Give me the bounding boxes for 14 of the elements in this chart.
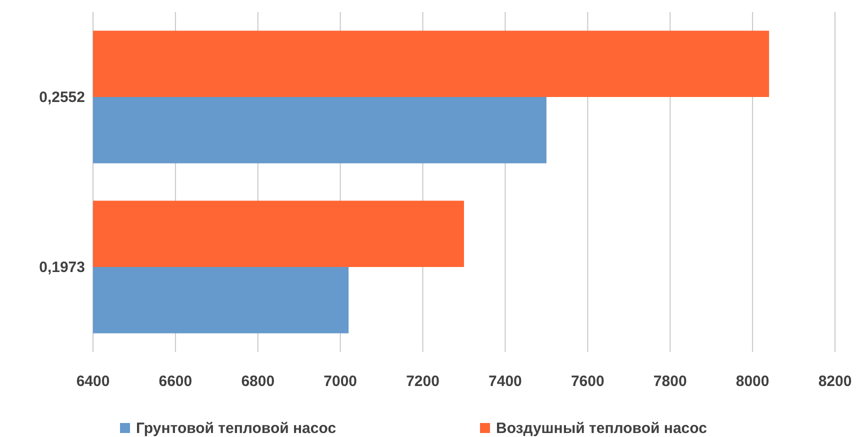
x-tick-label: 7400	[488, 373, 522, 390]
legend-label: Воздушный тепловой насос	[496, 420, 707, 437]
y-tick-label: 0,2552	[39, 89, 85, 106]
x-tick-label: 7800	[653, 373, 687, 390]
x-tick-label: 6600	[158, 373, 192, 390]
x-tick-label: 7600	[570, 373, 604, 390]
x-tick-label: 7200	[406, 373, 440, 390]
y-tick-label: 0,1973	[39, 259, 85, 276]
x-tick-label: 6800	[241, 373, 275, 390]
x-tick-label: 6400	[76, 373, 110, 390]
x-tick-label: 8200	[818, 373, 852, 390]
legend-label: Грунтовой тепловой насос	[136, 420, 336, 437]
x-tick-label: 8000	[736, 373, 770, 390]
x-tick-label: 7000	[324, 373, 358, 390]
